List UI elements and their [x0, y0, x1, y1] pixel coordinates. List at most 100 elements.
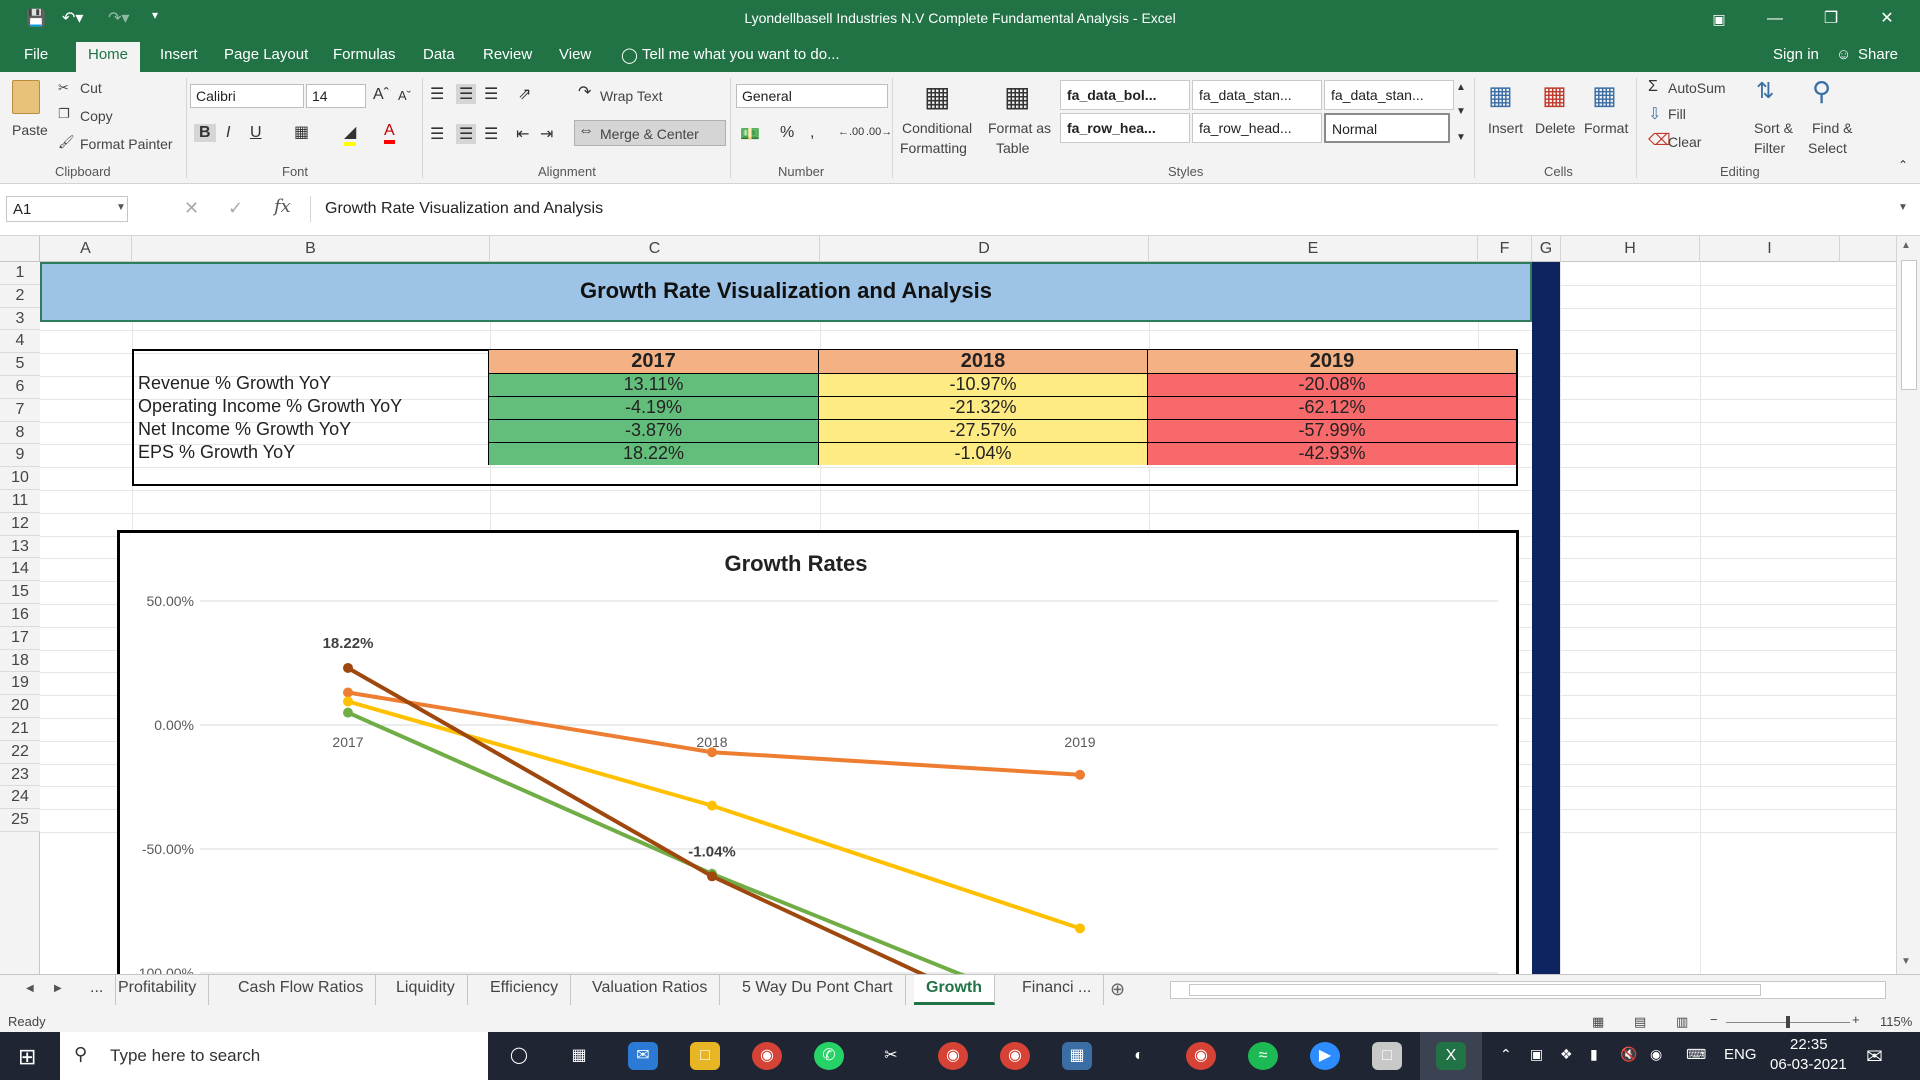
row-header-9[interactable]: 9 [0, 444, 40, 468]
growth-value-cell[interactable]: -21.32% [818, 396, 1147, 419]
zoom-out-icon[interactable]: − [1710, 1012, 1718, 1027]
column-header-f[interactable]: F [1478, 236, 1532, 262]
keyboard-icon[interactable]: ⌨ [1686, 1046, 1707, 1062]
tab-formulas[interactable]: Formulas [333, 46, 396, 63]
tab-home[interactable]: Home [76, 42, 141, 72]
fill-button[interactable]: Fill [1668, 106, 1686, 122]
calculator-icon[interactable]: ▦ [1062, 1042, 1092, 1070]
number-format-select[interactable]: General [736, 84, 888, 108]
font-name-select[interactable]: Calibri [190, 84, 304, 108]
format-button[interactable]: Format [1584, 120, 1629, 136]
sign-in-link[interactable]: Sign in [1773, 46, 1819, 63]
style-fa-row-header[interactable]: fa_row_hea... [1060, 113, 1190, 143]
row-header-16[interactable]: 16 [0, 604, 40, 627]
task-view-icon[interactable]: ▦ [571, 1047, 587, 1064]
growth-value-cell[interactable]: -1.04% [818, 442, 1147, 465]
row-label[interactable]: Net Income % Growth YoY [138, 419, 352, 439]
find-select-button[interactable]: Find & [1812, 120, 1853, 136]
tab-file[interactable]: File [24, 46, 49, 63]
tab-data[interactable]: Data [423, 46, 455, 63]
growth-value-cell[interactable]: -42.93% [1147, 442, 1516, 465]
column-header-c[interactable]: C [490, 236, 820, 262]
growth-value-cell[interactable]: -10.97% [818, 373, 1147, 396]
tab-view[interactable]: View [559, 46, 592, 63]
row-header-20[interactable]: 20 [0, 695, 40, 718]
delete-button[interactable]: Delete [1535, 120, 1576, 136]
row-header-14[interactable]: 14 [0, 558, 40, 582]
tab-page-layout[interactable]: Page Layout [224, 46, 309, 63]
column-header-b[interactable]: B [132, 236, 490, 262]
chrome-profile-d-icon[interactable]: ◉ [1186, 1042, 1216, 1070]
vertical-scroll-thumb[interactable] [1901, 260, 1917, 390]
row-header-24[interactable]: 24 [0, 786, 40, 810]
styles-scroll-up-icon[interactable]: ▲ [1456, 82, 1466, 93]
growth-value-cell[interactable]: -20.08% [1147, 373, 1516, 396]
wifi-icon[interactable]: ◉ [1650, 1046, 1663, 1062]
sheet-tab[interactable]: 5 Way Du Pont Chart [730, 975, 906, 1005]
mail-icon[interactable]: ✉ [628, 1042, 658, 1070]
cancel-icon[interactable]: ✕ [184, 198, 200, 218]
chrome-profile-b-icon[interactable]: ◉ [938, 1042, 968, 1070]
vertical-scrollbar[interactable]: ▲ ▼ [1896, 236, 1920, 974]
top-align-icon[interactable]: ☰ [430, 86, 445, 103]
enter-icon[interactable]: ✓ [228, 198, 244, 218]
increase-indent-icon[interactable]: ⇥ [540, 126, 554, 143]
underline-icon[interactable]: U [250, 124, 262, 141]
year-header-2018[interactable]: 2018 [818, 350, 1147, 373]
grow-font-icon[interactable]: Aˆ [373, 86, 389, 103]
cortana-icon[interactable]: ◯ [510, 1047, 528, 1064]
share-button[interactable]: Share [1858, 46, 1899, 63]
sheet-tab[interactable]: Profitability [106, 975, 210, 1005]
wrap-text-button[interactable]: Wrap Text [600, 88, 663, 104]
column-header-d[interactable]: D [820, 236, 1149, 262]
show-hidden-icons-icon[interactable]: ⌃ [1500, 1046, 1512, 1062]
tell-me-box[interactable]: Tell me what you want to do... [642, 46, 840, 63]
zoom-slider-thumb[interactable] [1786, 1016, 1790, 1028]
row-header-22[interactable]: 22 [0, 740, 40, 764]
sheet-tab[interactable]: Efficiency [478, 975, 572, 1005]
styles-more-icon[interactable]: ▼ [1456, 132, 1466, 143]
clear-button[interactable]: Clear [1668, 134, 1702, 150]
sheet-tab[interactable]: Financi ... [1010, 975, 1105, 1005]
expand-formula-icon[interactable]: ▼ [1898, 202, 1908, 213]
sheet-tab[interactable]: Growth [914, 975, 995, 1005]
font-color-icon[interactable]: A [384, 122, 395, 144]
row-header-15[interactable]: 15 [0, 581, 40, 604]
row-header-5[interactable]: 5 [0, 353, 40, 376]
style-fa-data-standard[interactable]: fa_data_stan... [1192, 80, 1322, 110]
row-header-21[interactable]: 21 [0, 718, 40, 741]
decrease-indent-icon[interactable]: ⇤ [516, 126, 530, 143]
horizontal-scrollbar[interactable] [1170, 981, 1886, 999]
row-header-18[interactable]: 18 [0, 649, 40, 673]
name-box[interactable]: A1 [6, 196, 128, 222]
styles-scroll-down-icon[interactable]: ▼ [1456, 106, 1466, 117]
format-as-table-button[interactable]: Format as [988, 120, 1052, 136]
copy-button[interactable]: Copy [80, 108, 113, 124]
select-all-button[interactable] [0, 236, 40, 262]
scroll-up-icon[interactable]: ▲ [1901, 240, 1911, 251]
whatsapp-icon[interactable]: ✆ [814, 1042, 844, 1070]
column-header-i[interactable]: I [1700, 236, 1840, 262]
borders-icon[interactable]: ▦ [294, 124, 310, 141]
comma-style-icon[interactable]: , [810, 124, 815, 141]
zoom-in-icon[interactable]: + [1852, 1012, 1860, 1027]
row-header-23[interactable]: 23 [0, 763, 40, 787]
conditional-formatting-button[interactable]: Conditional [902, 120, 973, 136]
orientation-icon[interactable]: ⇗ [518, 86, 532, 103]
notifications-icon[interactable]: ✉ [1866, 1046, 1883, 1068]
sheet-tab[interactable]: Liquidity [384, 975, 468, 1005]
style-normal[interactable]: Normal [1324, 113, 1450, 143]
decrease-decimal-icon[interactable]: .00→ [866, 126, 893, 138]
window-app-icon[interactable]: □ [1372, 1042, 1402, 1070]
sheet-tab[interactable]: Valuation Ratios [580, 975, 721, 1005]
chrome-profile-c-icon[interactable]: ◉ [1000, 1042, 1030, 1070]
row-header-12[interactable]: 12 [0, 512, 40, 536]
bold-icon[interactable]: B [194, 124, 216, 142]
growth-value-cell[interactable]: -4.19% [488, 396, 818, 419]
snipping-tool-icon[interactable]: ✂ [884, 1047, 898, 1064]
row-header-3[interactable]: 3 [0, 307, 40, 331]
tab-review[interactable]: Review [483, 46, 533, 63]
photos-icon[interactable]: ◐ [1134, 1047, 1144, 1064]
insert-function-icon[interactable]: fx [274, 196, 291, 217]
year-header-2019[interactable]: 2019 [1147, 350, 1516, 373]
